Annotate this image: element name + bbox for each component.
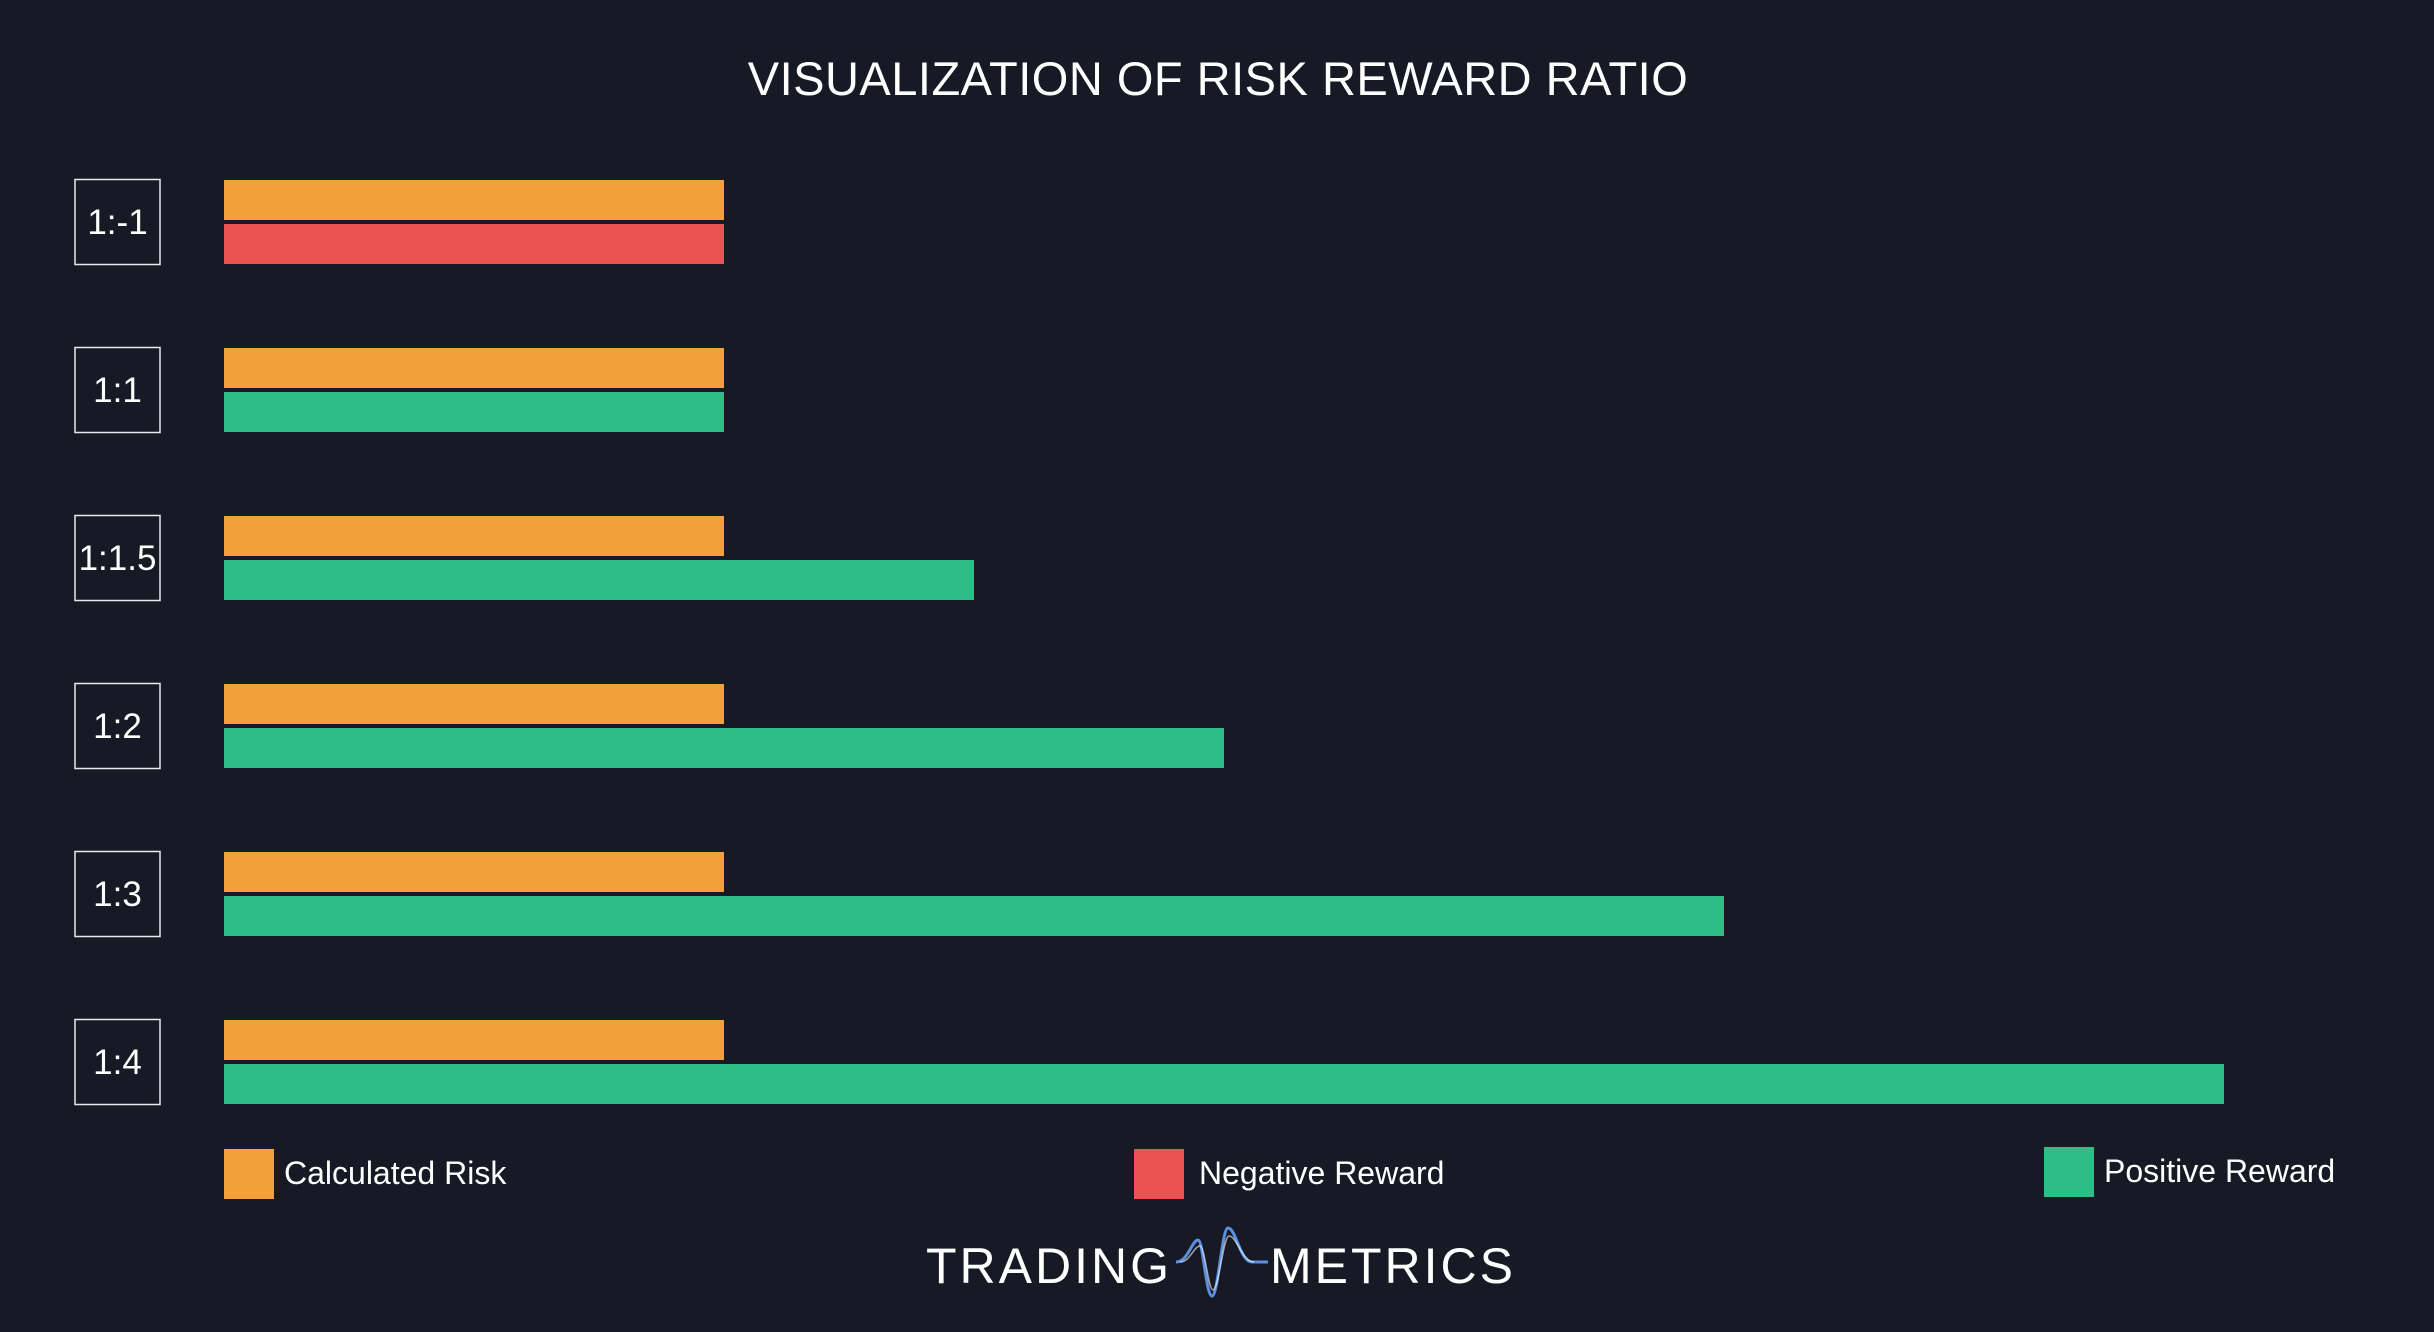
legend-swatch — [224, 1149, 274, 1199]
legend-swatch — [1134, 1149, 1184, 1199]
legend-label: Calculated Risk — [284, 1155, 507, 1191]
legend-label: Positive Reward — [2104, 1153, 2335, 1189]
brand-logo: TRADING METRICS — [926, 1226, 1516, 1298]
ratio-label: 1:4 — [93, 1043, 142, 1082]
chart-title: VISUALIZATION OF RISK REWARD RATIO — [748, 52, 1689, 105]
legend-label: Negative Reward — [1199, 1155, 1444, 1191]
legend-item: Positive Reward — [2044, 1147, 2335, 1197]
ratio-row: 1:2 — [74, 682, 1224, 770]
ratio-row: 1:1 — [74, 346, 724, 434]
positive-reward-bar — [224, 560, 974, 600]
positive-reward-bar — [224, 392, 724, 432]
ratio-label-box — [74, 850, 161, 938]
ratio-label: 1:1.5 — [79, 539, 157, 578]
ratio-label-box — [74, 178, 161, 266]
ratio-row: 1:3 — [74, 850, 1724, 938]
ratio-label: 1:2 — [93, 707, 142, 746]
risk-bar — [224, 684, 724, 724]
chart-rows: 1:-1 1:1 1:1.5 1:2 1:3 1:4 — [74, 178, 2224, 1106]
risk-bar — [224, 348, 724, 388]
wave-icon — [1175, 1226, 1268, 1298]
ratio-label: 1:3 — [93, 875, 142, 914]
brand-logo-left-text: TRADING — [926, 1238, 1172, 1294]
positive-reward-bar — [224, 1064, 2224, 1104]
ratio-label-box — [74, 346, 161, 434]
brand-logo-right-text: METRICS — [1270, 1238, 1516, 1294]
risk-bar — [224, 852, 724, 892]
ratio-row: 1:1.5 — [74, 514, 974, 602]
chart-legend: Calculated Risk Negative Reward Positive R… — [224, 1147, 2335, 1199]
risk-bar — [224, 516, 724, 556]
legend-item: Negative Reward — [1134, 1149, 1444, 1199]
positive-reward-bar — [224, 896, 1724, 936]
risk-bar — [224, 1020, 724, 1060]
ratio-row: 1:-1 — [74, 178, 724, 266]
legend-swatch — [2044, 1147, 2094, 1197]
risk-bar — [224, 180, 724, 220]
ratio-label-box — [74, 1018, 161, 1106]
positive-reward-bar — [224, 728, 1224, 768]
ratio-label-box — [74, 514, 161, 602]
ratio-row: 1:4 — [74, 1018, 2224, 1106]
negative-reward-bar — [224, 224, 724, 264]
ratio-label: 1:1 — [93, 371, 142, 410]
ratio-label: 1:-1 — [87, 203, 147, 242]
legend-item: Calculated Risk — [224, 1149, 507, 1199]
ratio-label-box — [74, 682, 161, 770]
